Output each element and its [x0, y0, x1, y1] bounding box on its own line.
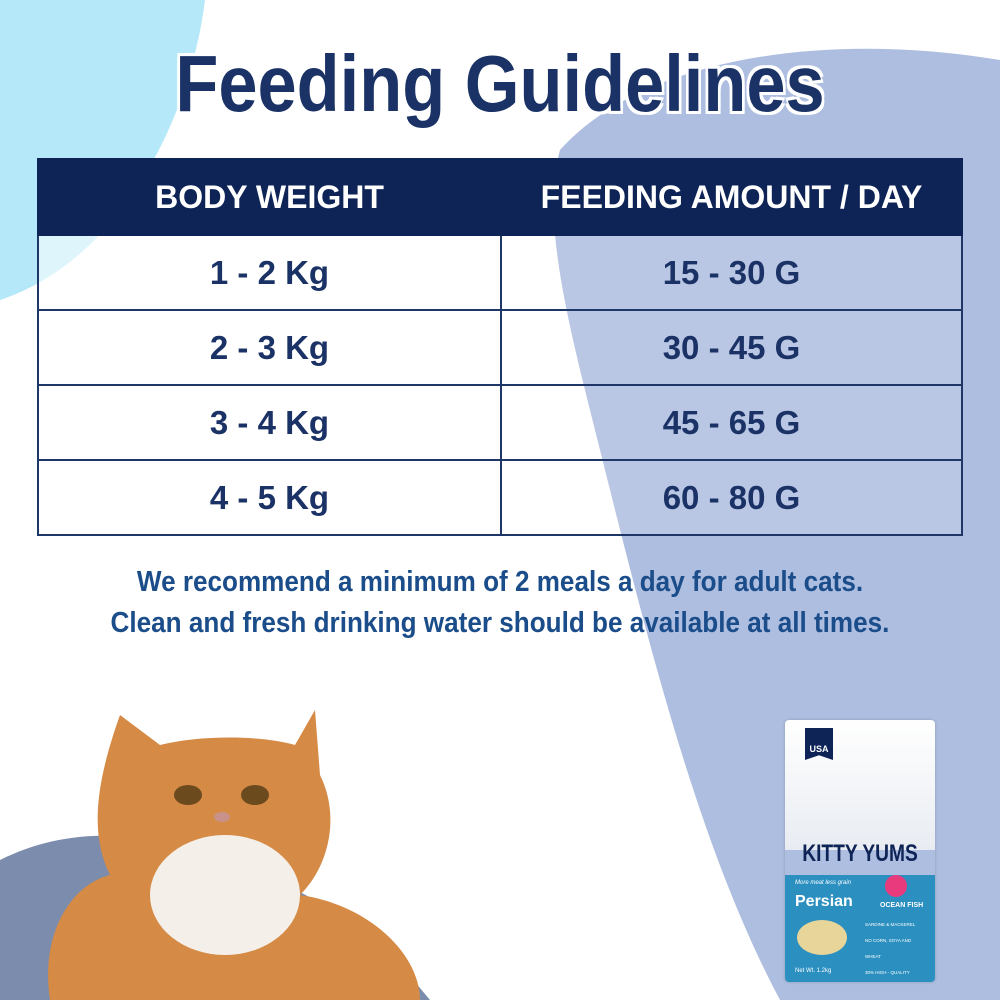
weight-cell: 1 - 2 Kg: [37, 234, 502, 311]
table-row: 4 - 5 Kg 60 - 80 G: [37, 459, 963, 536]
table-row: 3 - 4 Kg 45 - 65 G: [37, 384, 963, 461]
claim: NO CORN, SOYA AND WHEAT: [865, 938, 912, 959]
amount-cell: 45 - 65 G: [500, 384, 963, 461]
usa-badge: USA: [805, 728, 833, 760]
brand-logo: KITTY YUMS: [802, 840, 918, 867]
header-feeding-amount: FEEDING AMOUNT / DAY: [500, 158, 963, 236]
feeding-table: BODY WEIGHT FEEDING AMOUNT / DAY 1 - 2 K…: [37, 158, 963, 536]
amount-cell: 60 - 80 G: [500, 459, 963, 536]
claim: 30% HIGH - QUALITY PROTEIN: [865, 970, 910, 975]
note-line: Clean and fresh drinking water should be…: [110, 607, 890, 639]
fish-image: [797, 920, 847, 955]
fish-icon: [885, 875, 907, 897]
tagline: More meat less grain: [795, 880, 852, 886]
header-body-weight: BODY WEIGHT: [37, 158, 502, 236]
amount-cell: 15 - 30 G: [500, 234, 963, 311]
note-line: We recommend a minimum of 2 meals a day …: [136, 566, 864, 598]
claim: SARDINE & MACKEREL: [865, 922, 916, 927]
variant: Persian: [795, 893, 853, 910]
product-bag: USA KITTY YUMS More meat less grain Pers…: [785, 720, 935, 982]
recommendation-note: We recommend a minimum of 2 meals a day …: [50, 562, 950, 644]
cat-photo: [48, 710, 420, 1000]
page-title: Feeding Guidelines: [175, 39, 825, 128]
weight-cell: 4 - 5 Kg: [37, 459, 502, 536]
weight-cell: 3 - 4 Kg: [37, 384, 502, 461]
flavor: OCEAN FISH: [880, 902, 924, 909]
net-weight: Net Wt. 1.2kg: [795, 968, 832, 974]
table-row: 1 - 2 Kg 15 - 30 G: [37, 234, 963, 311]
amount-cell: 30 - 45 G: [500, 309, 963, 386]
weight-cell: 2 - 3 Kg: [37, 309, 502, 386]
table-row: 2 - 3 Kg 30 - 45 G: [37, 309, 963, 386]
